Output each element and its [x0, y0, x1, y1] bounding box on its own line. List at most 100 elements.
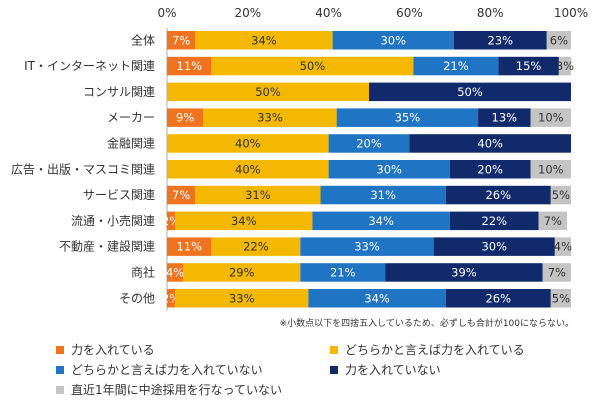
data-label: 40% [477, 136, 503, 150]
legend-item-somewhat-inactive: どちらかと言えば力を入れていない [56, 361, 263, 378]
bar-segment [332, 31, 454, 50]
bar-segment [453, 31, 547, 50]
data-label: 34% [364, 291, 390, 305]
bar-segment [498, 56, 559, 76]
bar-segment [175, 211, 313, 231]
data-label: 34% [231, 214, 257, 228]
data-label: 10% [538, 111, 564, 125]
data-label: 5% [552, 188, 570, 202]
legend-swatch-inactive [330, 365, 338, 374]
x-tick-label: 40% [315, 6, 342, 20]
legend-item-active: 力を入れている [56, 341, 155, 358]
bar-segment [300, 263, 386, 282]
data-label: 22% [243, 240, 269, 254]
legend-label-somewhat-inactive: どちらかと言えば力を入れていない [71, 363, 263, 377]
data-label: 30% [376, 162, 402, 176]
bar-segment [550, 185, 571, 205]
bar-segment [336, 108, 479, 127]
bar-segment [167, 160, 329, 179]
category-label: 広告・出版・マスコミ関連 [11, 162, 155, 176]
bar-segment [433, 237, 555, 256]
data-label: 34% [251, 33, 277, 47]
bar-segment [308, 289, 446, 308]
bar-segment [300, 237, 434, 256]
legend-swatch-somewhat-inactive [56, 365, 64, 374]
legend-label-active: 力を入れている [71, 343, 155, 357]
data-label: 10% [538, 162, 564, 176]
bar-segment [195, 185, 321, 205]
data-label: 5% [552, 291, 570, 305]
bar-segment [449, 160, 531, 179]
bar-segment [167, 108, 204, 127]
x-tick-label: 60% [396, 6, 423, 20]
x-tick-label: 20% [234, 6, 261, 20]
data-label: 23% [488, 33, 514, 47]
x-tick-label: 100% [554, 6, 588, 20]
category-label: 不動産・建設関連 [59, 239, 155, 254]
bar-segment [167, 56, 212, 76]
data-label: 31% [245, 188, 271, 202]
bar-segment [445, 185, 551, 205]
bar-segment [167, 134, 329, 153]
data-label: 21% [330, 265, 356, 279]
data-label: 6% [550, 33, 568, 47]
category-label: 全体 [131, 32, 155, 47]
data-label: 33% [257, 111, 283, 125]
bar-segment [550, 289, 571, 308]
category-label: 金融関連 [107, 135, 155, 150]
bar-segment [546, 31, 571, 50]
bar-segment [167, 263, 184, 282]
legend-label-somewhat-active: どちらかと言えば力を入れている [345, 343, 525, 357]
bar-segment [211, 237, 301, 256]
data-label: 3% [556, 59, 574, 73]
legend-swatch-somewhat-active [330, 345, 338, 354]
data-label: 7% [172, 33, 190, 47]
data-label: 50% [255, 85, 281, 99]
data-label: 30% [481, 240, 507, 254]
data-label: 26% [485, 188, 511, 202]
legend-swatch-no-hiring [56, 385, 64, 394]
data-label: 50% [300, 59, 326, 73]
bar-segment [183, 263, 301, 282]
bar-segment [167, 82, 369, 102]
data-label: 4% [166, 265, 184, 279]
bar-segment [449, 211, 539, 231]
data-label: 20% [477, 162, 503, 176]
legend-swatch-active [56, 345, 64, 354]
category-label: その他 [119, 291, 155, 305]
data-label: 7% [548, 265, 566, 279]
data-label: 11% [176, 59, 202, 73]
category-label: サービス関連 [83, 188, 155, 202]
bar-segment [167, 289, 176, 308]
data-label: 9% [176, 111, 194, 125]
bar-segment [530, 160, 571, 179]
data-label: 13% [492, 111, 518, 125]
x-tick-label: 80% [477, 6, 504, 20]
bar-segment [385, 263, 543, 282]
bar-segment [167, 237, 212, 256]
legend-label-inactive: 力を入れていない [345, 363, 441, 377]
bar-segment [369, 82, 571, 102]
data-label: 33% [354, 240, 380, 254]
data-label: 35% [395, 111, 421, 125]
category-label: IT・インターネット関連 [24, 59, 155, 73]
data-label: 30% [380, 33, 406, 47]
bar-segment [554, 237, 571, 256]
bar-segment [558, 56, 571, 76]
category-label: 商社 [131, 264, 155, 279]
bar-segment [195, 31, 333, 50]
legend-item-somewhat-active: どちらかと言えば力を入れている [330, 341, 525, 358]
bar-segment [542, 263, 571, 282]
data-label: 20% [356, 136, 382, 150]
data-label: 11% [176, 240, 202, 254]
bar-segment [203, 108, 337, 127]
bar-segment [175, 289, 309, 308]
data-label: 34% [368, 214, 394, 228]
data-label: 26% [485, 291, 511, 305]
data-label: 22% [481, 214, 507, 228]
bar-segment [413, 56, 499, 76]
bar-segment [445, 289, 551, 308]
bar-segment [211, 56, 414, 76]
stacked-bar-chart: 0% 20% 40% 60% 80% 100% 全体 7% 34% 30% 23% 6% IT・インター… [11, 6, 588, 311]
data-label: 15% [516, 59, 542, 73]
